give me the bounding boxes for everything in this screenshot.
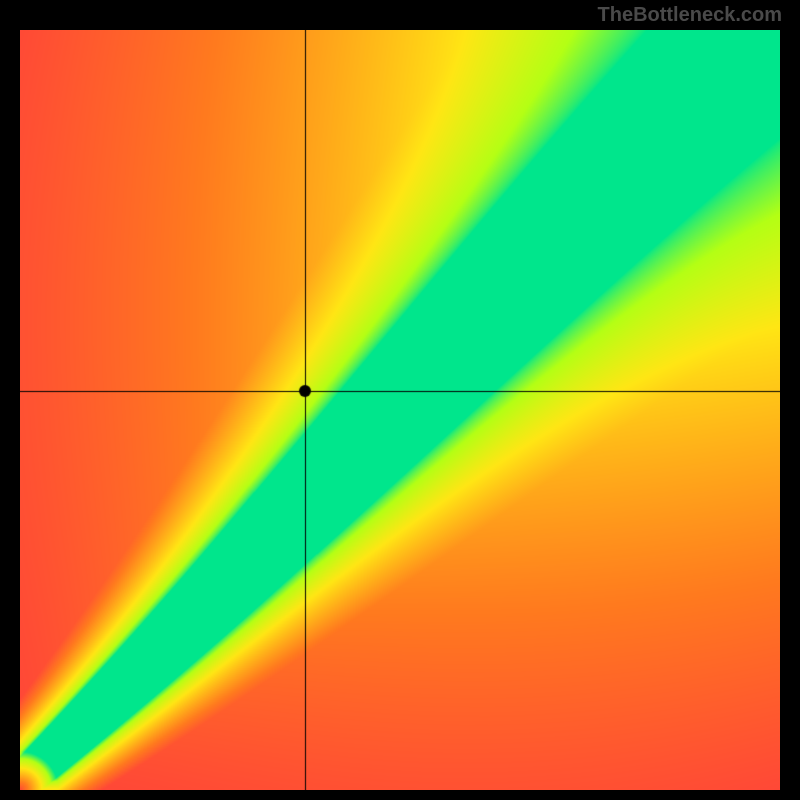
watermark-text: TheBottleneck.com	[598, 4, 782, 27]
heatmap-canvas	[20, 30, 780, 790]
bottleneck-heatmap	[20, 30, 780, 790]
